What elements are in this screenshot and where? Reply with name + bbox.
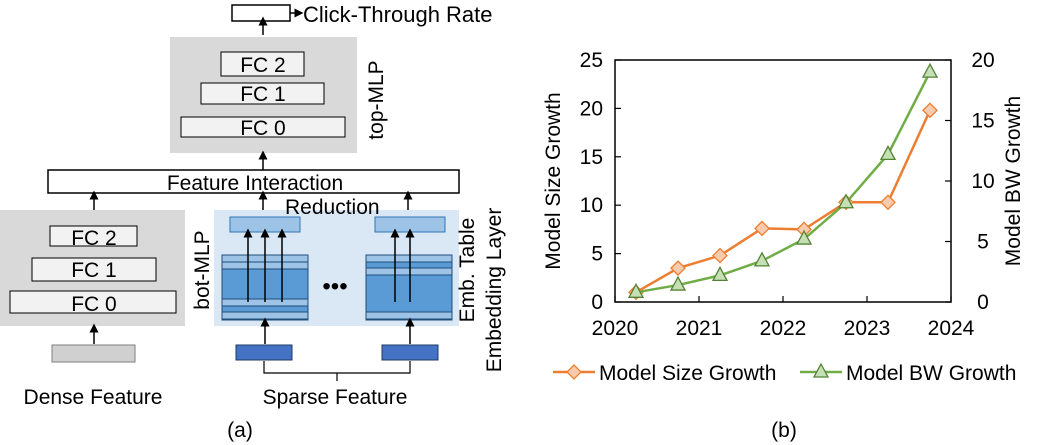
emb-table-2 <box>365 254 453 321</box>
legend-bw-label: Model BW Growth <box>846 362 1016 385</box>
y-left-tick-label: 15 <box>580 146 603 169</box>
feature-interaction-label: Feature Interaction <box>167 172 343 195</box>
triangle-point <box>753 251 771 267</box>
triangle-point <box>627 282 645 298</box>
y-left-tick-label: 0 <box>591 291 603 314</box>
top-fc1-box <box>200 82 325 105</box>
bot-mlp-label: bot-MLP <box>191 230 214 309</box>
x-tick-label: 2022 <box>760 317 807 340</box>
dense-feature-box <box>51 344 136 363</box>
plot-area <box>614 59 952 303</box>
y-axis-left-label: Model Size Growth <box>542 92 565 269</box>
y-right-tick-label: 15 <box>971 110 994 133</box>
sparse-input-box-1 <box>235 344 293 361</box>
triangle-point <box>711 266 729 282</box>
bot-fc1-box <box>31 257 157 282</box>
diamond-point <box>670 260 686 277</box>
sparse-input-box-2 <box>381 344 439 361</box>
top-fc2-box <box>220 51 305 77</box>
tables-ellipsis: ••• <box>322 273 347 300</box>
embedding-layer-label: Embedding Layer <box>483 208 506 373</box>
top-fc1-label: FC 1 <box>240 83 286 106</box>
y-left-tick-label: 20 <box>580 97 603 120</box>
y-right-tick-label: 0 <box>977 291 989 314</box>
sparse-feature-label: Sparse Feature <box>263 386 408 409</box>
triangle-point <box>669 275 687 291</box>
triangle-point <box>921 62 939 78</box>
top-fc0-label: FC 0 <box>240 117 286 140</box>
bot-fc1-label: FC 1 <box>71 259 117 282</box>
triangle-point <box>879 145 897 161</box>
reduction-box-2 <box>374 216 446 233</box>
legend-size-label: Model Size Growth <box>599 362 776 385</box>
bot-fc0-label: FC 0 <box>71 293 117 316</box>
series-line-triangle <box>635 71 932 294</box>
triangle-point <box>837 193 855 209</box>
y-right-tick-label: 10 <box>971 170 994 193</box>
sparse-bracket <box>263 361 411 374</box>
y-axis-right-label: Model BW Growth <box>1002 96 1025 266</box>
y-left-tick-label: 10 <box>580 194 603 217</box>
feature-interaction-box <box>47 169 460 194</box>
diamond-point <box>922 102 938 119</box>
y-left-tick-label: 25 <box>580 49 603 72</box>
y-left-tick-label: 5 <box>591 243 603 266</box>
caption-b: (b) <box>771 419 797 442</box>
top-mlp-label: top-MLP <box>365 60 388 139</box>
diamond-point <box>712 247 728 264</box>
bot-fc2-label: FC 2 <box>71 227 117 250</box>
caption-a: (a) <box>227 419 253 442</box>
reduction-box-1 <box>229 216 301 233</box>
legend: Model Size Growth Model BW Growth <box>553 362 1016 385</box>
x-tick-label: 2021 <box>676 317 723 340</box>
bot-fc0-box <box>9 290 177 314</box>
x-tick-label: 2023 <box>844 317 891 340</box>
diamond-point <box>880 194 896 211</box>
y-right-tick-label: 5 <box>977 231 989 254</box>
triangle-marker-icon <box>812 362 830 378</box>
triangle-point <box>795 229 813 245</box>
reduction-label: Reduction <box>285 196 380 219</box>
output-box <box>231 4 291 22</box>
x-tick-label: 2020 <box>592 317 639 340</box>
dlrm-diagram: Click-Through Rate FC 2 FC 1 FC 0 top-ML… <box>0 2 506 442</box>
top-fc0-box <box>180 116 346 138</box>
top-fc2-label: FC 2 <box>240 54 286 77</box>
output-label: Click-Through Rate <box>303 2 493 27</box>
bot-fc2-box <box>49 225 138 247</box>
y-right-tick-label: 20 <box>971 49 994 72</box>
emb-table-label: Emb. Table <box>456 218 479 323</box>
dense-feature-label: Dense Feature <box>24 386 163 409</box>
x-tick-label: 2024 <box>928 317 975 340</box>
diamond-marker-icon <box>566 364 582 380</box>
diamond-point <box>754 220 770 237</box>
